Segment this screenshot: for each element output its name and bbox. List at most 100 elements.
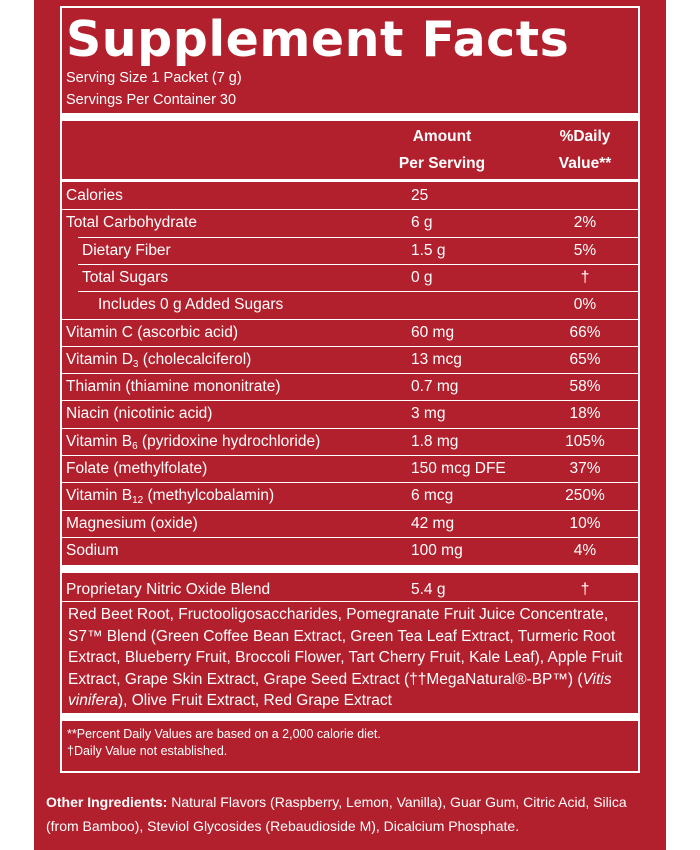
footnote-percent-dv: **Percent Daily Values are based on a 2,… — [67, 727, 381, 741]
nutrient-amount: 1.8 mg — [411, 432, 459, 450]
row-divider — [62, 400, 638, 402]
nutrient-amount: 150 mcg DFE — [411, 460, 506, 477]
nutrient-dv: † — [580, 268, 590, 286]
row-divider — [78, 236, 638, 238]
nutrient-name: Calories — [66, 187, 123, 204]
row-divider — [62, 345, 638, 347]
nutrient-name: Niacin (nicotinic acid) — [66, 405, 213, 423]
blend-dv: † — [580, 581, 590, 598]
nutrient-dv: 4% — [573, 541, 597, 559]
amount-header-line1: Amount — [412, 128, 472, 145]
blend-ingredients: Red Beet Root, Fructooligosaccharides, P… — [68, 604, 636, 712]
table-row: Dietary Fiber 1.5 g 5% — [62, 236, 638, 264]
nutrient-name: Dietary Fiber — [82, 241, 171, 259]
blend-ingredients-italic: Vitis vinifera — [68, 670, 612, 710]
row-divider — [62, 427, 638, 429]
dv-header-line2: Value** — [558, 155, 612, 172]
nutrient-dv: 18% — [569, 405, 601, 423]
nutrient-amount: 6 mcg — [411, 487, 454, 505]
thick-rule-bottom — [62, 713, 638, 721]
nutrient-name-form: (methylcobalamin) — [143, 487, 275, 505]
nutrient-name-form: (cholecalciferol) — [138, 350, 252, 368]
nutrient-name-subscript: 6 — [132, 440, 138, 452]
table-row: Includes 0 g Added Sugars 0% — [62, 291, 638, 318]
nutrient-amount: 0 g — [411, 268, 433, 286]
blend-amount: 5.4 g — [411, 581, 446, 598]
nutrient-name: Sodium — [66, 541, 119, 559]
table-row: Calories 25 — [62, 182, 638, 209]
nutrient-name: Folate (methylfolate) — [66, 460, 208, 477]
nutrient-dv: 0% — [573, 296, 597, 314]
blend-ingredients-b: ), Olive Fruit Extract, Red Grape Extrac… — [117, 692, 392, 709]
nutrient-amount: 13 mcg — [411, 350, 462, 368]
nutrient-dv: 37% — [569, 460, 601, 477]
nutrient-name-main: Vitamin B — [66, 432, 133, 450]
table-row: Thiamin (thiamine mononitrate) 0.7 mg 58% — [62, 373, 638, 400]
blend-name: Proprietary Nitric Oxide Blend — [66, 581, 271, 598]
row-divider — [62, 318, 638, 320]
row-divider — [62, 482, 638, 484]
header-rule — [62, 179, 638, 182]
label-title: Supplement Facts — [66, 11, 570, 68]
row-divider — [62, 373, 638, 375]
nutrient-amount: 0.7 mg — [411, 378, 459, 396]
row-divider — [62, 509, 638, 511]
nutrient-name-subscript: 12 — [132, 495, 144, 507]
blend-ingredients-a: Red Beet Root, Fructooligosaccharides, P… — [68, 606, 623, 688]
nutrient-dv: 58% — [569, 378, 601, 396]
row-divider — [78, 291, 638, 293]
nutrient-name: Vitamin B12 (methylcobalamin) — [66, 482, 274, 514]
nutrient-name: Includes 0 g Added Sugars — [98, 296, 284, 314]
table-row: Vitamin C (ascorbic acid) 60 mg 66% — [62, 318, 638, 346]
nutrient-name: Total Carbohydrate — [66, 214, 197, 232]
nutrient-name-main: Vitamin D — [66, 350, 133, 368]
nutrient-amount: 60 mg — [411, 323, 455, 341]
nutrient-name: Total Sugars — [82, 268, 169, 286]
nutrient-name: Magnesium (oxide) — [66, 514, 198, 532]
nutrient-amount: 6 g — [411, 214, 433, 232]
other-ingredients-label: Other Ingredients: — [46, 794, 168, 810]
table-row: Magnesium (oxide) 42 mg 10% — [62, 509, 638, 537]
nutrient-name-subscript: 3 — [132, 358, 139, 370]
nutrient-amount: 100 mg — [411, 541, 463, 559]
label-background — [34, 0, 666, 850]
nutrient-dv: 105% — [565, 432, 605, 450]
thick-rule-top — [62, 113, 638, 121]
table-row: Vitamin B6 (pyridoxine hydrochloride) 1.8… — [62, 427, 638, 455]
table-row: Total Sugars 0 g † — [62, 263, 638, 291]
row-divider — [62, 455, 638, 456]
dv-header-line1: %Daily — [559, 128, 611, 145]
table-row: Total Carbohydrate 6 g 2% — [62, 209, 638, 236]
row-divider — [62, 536, 638, 538]
nutrient-dv: 66% — [569, 323, 601, 341]
table-row: Vitamin B12 (methylcobalamin) 6 mcg 250% — [62, 482, 638, 509]
nutrient-name: Thiamin (thiamine mononitrate) — [66, 378, 281, 396]
table-row: Folate (methylfolate) 150 mcg DFE 37% — [62, 455, 638, 482]
nutrient-dv: 10% — [569, 514, 601, 532]
other-ingredients: Other Ingredients: Natural Flavors (Rasp… — [46, 790, 658, 838]
nutrient-name: Vitamin B6 (pyridoxine hydrochloride) — [66, 428, 320, 460]
blend-row: Proprietary Nitric Oxide Blend 5.4 g † — [62, 576, 638, 603]
thick-rule-blend — [62, 565, 638, 573]
serving-size: Serving Size 1 Packet (7 g) — [66, 70, 242, 86]
blend-rule — [62, 601, 638, 602]
nutrient-amount: 25 — [411, 187, 429, 204]
row-divider — [62, 209, 638, 211]
nutrient-amount: 3 mg — [411, 405, 446, 423]
nutrient-amount: 42 mg — [411, 514, 455, 532]
nutrient-name-form: (pyridoxine hydrochloride) — [137, 432, 321, 450]
amount-header-line2: Per Serving — [398, 155, 486, 172]
row-divider — [78, 263, 638, 265]
nutrient-name: Vitamin D3 (cholecalciferol) — [66, 346, 251, 378]
nutrient-dv: 2% — [573, 214, 597, 232]
table-row: Sodium 100 mg 4% — [62, 536, 638, 564]
nutrient-dv: 65% — [569, 350, 601, 368]
nutrient-dv: 250% — [565, 487, 605, 505]
table-row: Vitamin D3 (cholecalciferol) 13 mcg 65% — [62, 345, 638, 373]
nutrient-name: Vitamin C (ascorbic acid) — [66, 323, 238, 341]
supplement-facts-box — [60, 6, 640, 773]
nutrient-dv: 5% — [573, 241, 597, 259]
nutrient-amount: 1.5 g — [411, 241, 446, 259]
servings-per-container: Servings Per Container 30 — [66, 92, 237, 108]
other-ingredients-text: Natural Flavors (Raspberry, Lemon, Vanil… — [46, 794, 627, 834]
